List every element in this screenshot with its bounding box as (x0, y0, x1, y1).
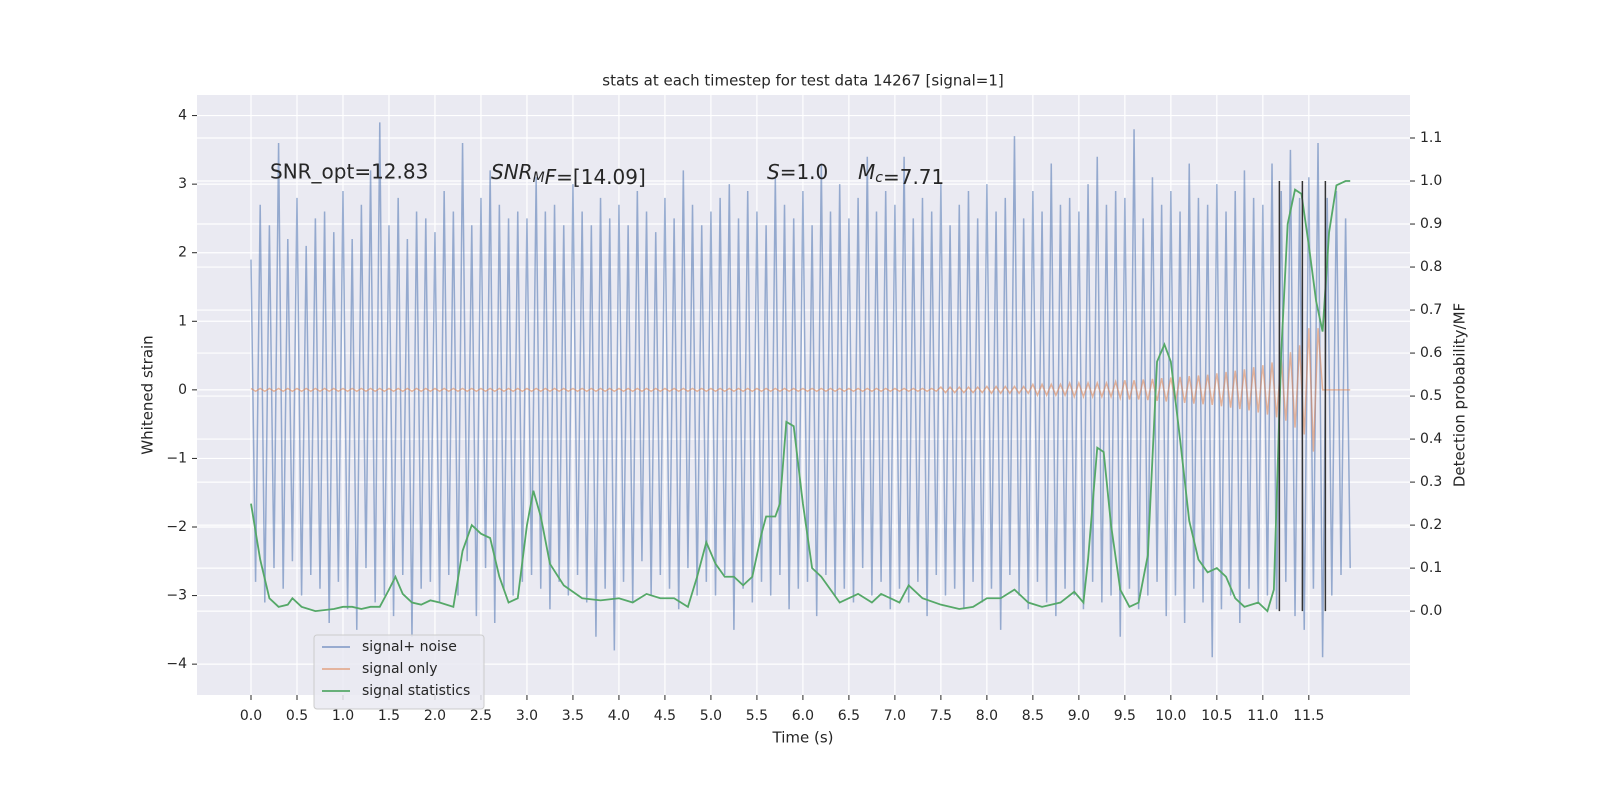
legend-label: signal statistics (362, 683, 470, 699)
x-tick-label: 10.5 (1201, 708, 1232, 724)
annotation-part: M (858, 160, 875, 184)
y2-tick-label: 0.6 (1420, 345, 1442, 361)
x-tick-label: 7.5 (930, 708, 952, 724)
x-axis-label: Time (s) (772, 729, 834, 747)
y-tick-label: 3 (178, 176, 187, 192)
annotation-part: =7.71 (883, 165, 944, 189)
x-tick-label: 11.0 (1247, 708, 1278, 724)
y2-tick-label: 1.0 (1420, 173, 1442, 189)
y2-tick-label: 0.0 (1420, 603, 1442, 619)
annotation-part: =[14.09] (556, 165, 646, 189)
x-tick-label: 1.5 (378, 708, 400, 724)
x-tick-label: 3.0 (516, 708, 538, 724)
x-tick-label: 6.5 (838, 708, 860, 724)
x-tick-label: 7.0 (884, 708, 906, 724)
y2-axis-label: Detection probability/MF (1451, 303, 1469, 487)
y-tick-label: −1 (166, 450, 187, 466)
y2-tick-label: 0.7 (1420, 302, 1442, 318)
series-line (250, 180, 1351, 613)
x-tick-label: 8.5 (1022, 708, 1044, 724)
y2-tick-label: 0.2 (1420, 517, 1442, 533)
x-tick-label: 10.0 (1155, 708, 1186, 724)
annotation: SNR_opt=12.83 (270, 160, 428, 184)
annotation-sub: c (875, 170, 883, 186)
chart-title: stats at each timestep for test data 142… (602, 72, 1003, 90)
annotation: Mc=7.71 (858, 160, 944, 189)
x-tick-label: 9.5 (1114, 708, 1136, 724)
series-line (250, 328, 1351, 452)
x-tick-label: 2.5 (470, 708, 492, 724)
y-tick-label: 2 (178, 245, 187, 261)
x-tick-label: 0.0 (240, 708, 262, 724)
x-tick-label: 1.0 (332, 708, 354, 724)
y-tick-label: 0 (178, 382, 187, 398)
y-axis-label: Whitened strain (139, 335, 157, 454)
x-tick-label: 0.5 (286, 708, 308, 724)
annotation-part: SNR (491, 160, 533, 184)
annotation-part: S (767, 160, 780, 184)
y2-tick-label: 0.5 (1420, 388, 1442, 404)
x-tick-label: 11.5 (1293, 708, 1324, 724)
x-tick-label: 3.5 (562, 708, 584, 724)
y2-tick-label: 0.9 (1420, 216, 1442, 232)
y-tick-label: 1 (178, 313, 187, 329)
y2-tick-label: 0.3 (1420, 474, 1442, 490)
y-tick-label: −3 (166, 588, 187, 604)
y-tick-label: 4 (178, 108, 187, 124)
legend-label: signal+ noise (362, 639, 457, 655)
annotation: SNRMF=[14.09] (491, 160, 646, 189)
y2-tick-label: 0.4 (1420, 431, 1442, 447)
annotation: S=1.0 (767, 160, 828, 184)
x-tick-label: 9.0 (1068, 708, 1090, 724)
legend-label: signal only (362, 661, 437, 677)
y2-tick-label: 1.1 (1420, 130, 1442, 146)
annotation-part: F (545, 165, 557, 189)
x-tick-label: 5.0 (700, 708, 722, 724)
x-tick-label: 6.0 (792, 708, 814, 724)
y2-tick-label: 0.1 (1420, 560, 1442, 576)
annotation-sub: M (533, 170, 545, 186)
x-tick-label: 4.0 (608, 708, 630, 724)
legend-box (313, 634, 485, 710)
annotation-part: =1.0 (780, 160, 829, 184)
x-tick-label: 2.0 (424, 708, 446, 724)
x-tick-label: 5.5 (746, 708, 768, 724)
y-tick-label: −2 (166, 519, 187, 535)
x-tick-label: 4.5 (654, 708, 676, 724)
y-tick-label: −4 (166, 656, 187, 672)
x-tick-label: 8.0 (976, 708, 998, 724)
y2-tick-label: 0.8 (1420, 259, 1442, 275)
